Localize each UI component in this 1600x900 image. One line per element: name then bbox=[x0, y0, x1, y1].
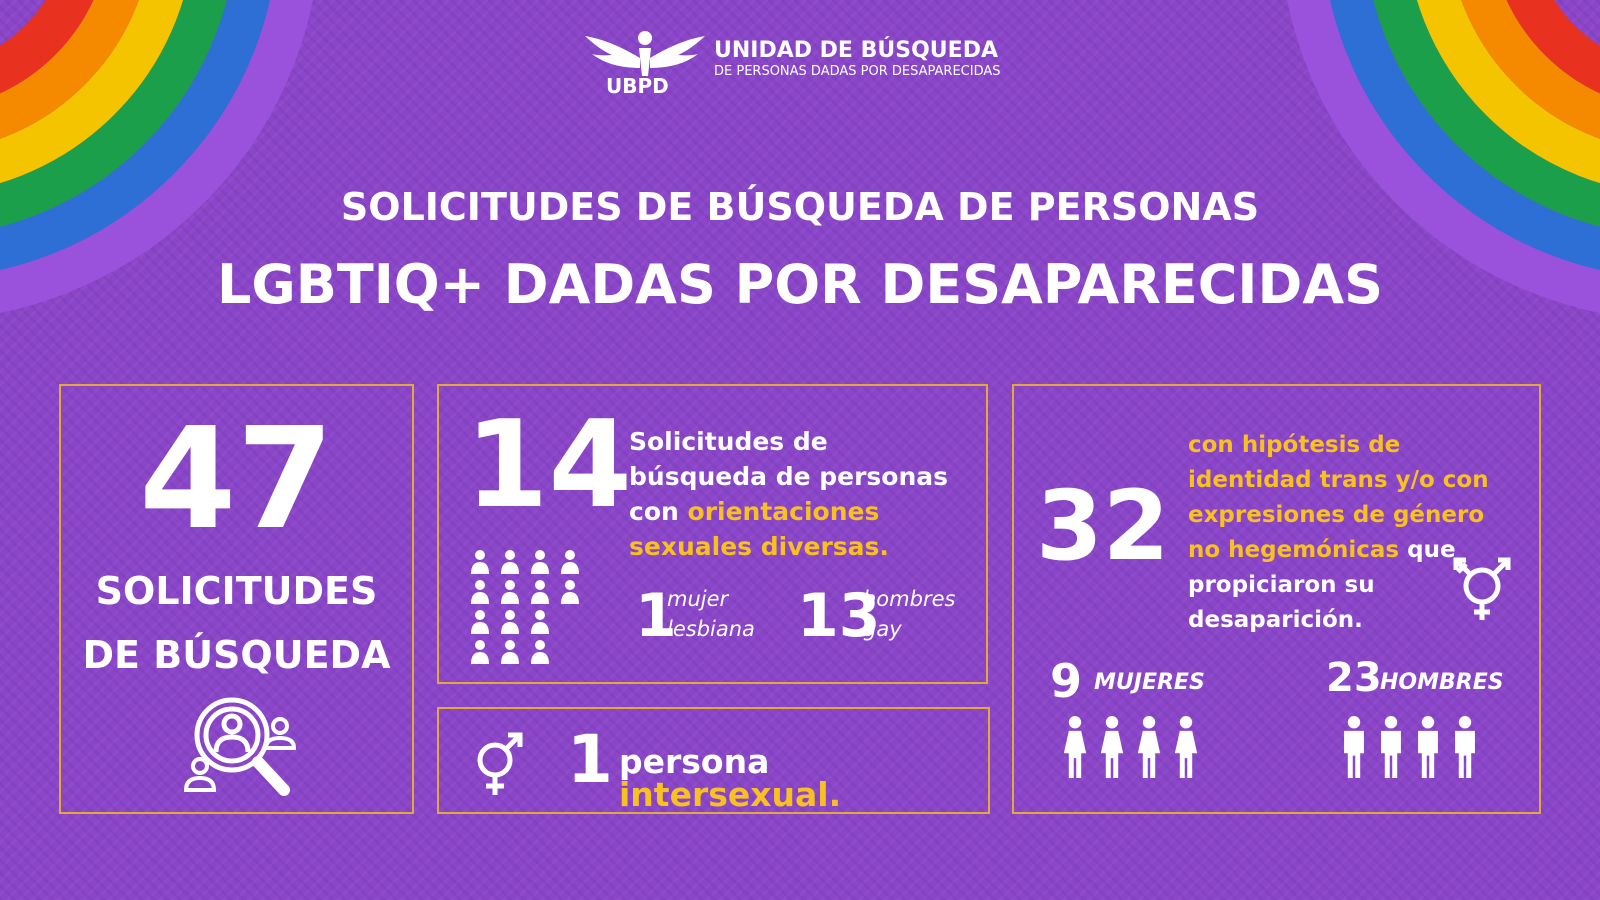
logo-abbr: UBPD bbox=[606, 74, 669, 98]
intersex-box: 1 persona intersexual. bbox=[437, 707, 990, 814]
total-box: 47 SOLICITUDES DE BÚSQUEDA bbox=[59, 384, 414, 814]
breakdown-label: mujer lesbiana bbox=[667, 587, 755, 641]
breakdown-number: 1 bbox=[635, 581, 677, 651]
text: persona bbox=[619, 742, 770, 781]
breakdown-label: HOMBRES bbox=[1380, 670, 1504, 695]
org-subtitle: DE PERSONAS DADAS POR DESAPARECIDAS bbox=[714, 64, 1001, 79]
title-line2: LGBTIQ+ DADAS POR DESAPARECIDAS bbox=[216, 253, 1384, 316]
highlight: orientaciones sexuales diversas. bbox=[629, 497, 889, 561]
identity-number: 32 bbox=[1036, 470, 1170, 582]
orientation-text: Solicitudes de búsqueda de personas con … bbox=[629, 424, 974, 564]
intersex-text: persona intersexual. bbox=[619, 745, 988, 811]
identity-box: 32 con hipótesis de identidad trans y/o … bbox=[1012, 384, 1541, 814]
intersex-number: 1 bbox=[567, 721, 613, 798]
identity-text: con hipótesis de identidad trans y/o con… bbox=[1188, 428, 1508, 638]
trans-icon bbox=[1453, 557, 1511, 620]
orientation-box: 14 Solicitudes de búsqueda de personas c… bbox=[437, 384, 988, 684]
total-number: 47 bbox=[139, 398, 334, 561]
total-label: SOLICITUDES bbox=[95, 569, 378, 613]
breakdown-number: 13 bbox=[797, 581, 881, 651]
breakdown-number: 9 bbox=[1050, 654, 1083, 708]
orientation-number: 14 bbox=[465, 396, 632, 535]
highlight: con hipótesis de identidad trans y/o con… bbox=[1188, 432, 1489, 563]
text: que propiciaron su desaparición. bbox=[1188, 537, 1456, 633]
search-icon bbox=[183, 697, 297, 796]
total-label: DE BÚSQUEDA bbox=[82, 633, 391, 677]
logo-wings bbox=[585, 31, 705, 76]
breakdown-label: MUJERES bbox=[1094, 670, 1205, 695]
title-line1: SOLICITUDES DE BÚSQUEDA DE PERSONAS bbox=[340, 185, 1260, 229]
text: Solicitudes de búsqueda de personas con bbox=[629, 427, 949, 526]
breakdown-number: 23 bbox=[1326, 655, 1382, 701]
org-name: UNIDAD DE BÚSQUEDA bbox=[714, 38, 998, 63]
highlight: intersexual. bbox=[619, 775, 842, 814]
intersex-icon bbox=[477, 732, 523, 795]
breakdown-label: hombres gay bbox=[863, 587, 956, 641]
